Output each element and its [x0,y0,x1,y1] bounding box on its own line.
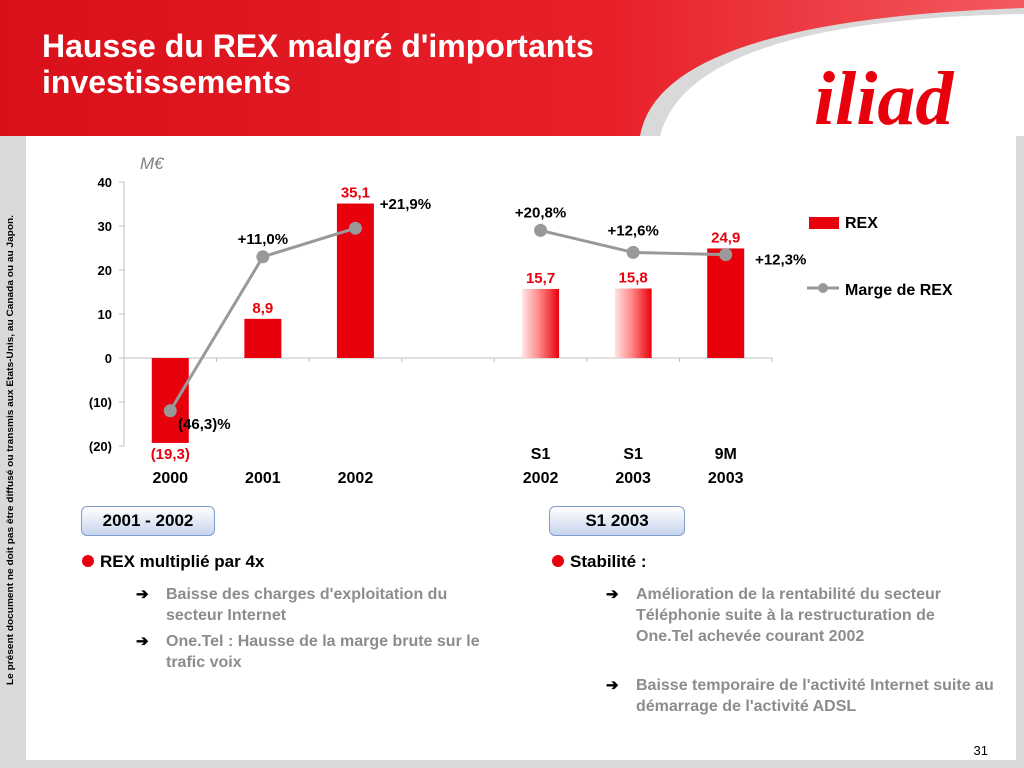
period-box-2001-2002: 2001 - 2002 [81,506,215,536]
legal-note-text: Le présent document ne doit pas être dif… [5,215,15,685]
bar-value-label: 15,8 [619,269,648,286]
marge-point-5 [626,245,640,259]
x-tick-label: 2003 [708,470,744,487]
legend-label-marge: Marge de REX [845,282,953,299]
y-tick-label: 30 [98,219,112,234]
page-number: 31 [973,743,988,758]
right-bullet-2: ➔ Baisse temporaire de l'activité Intern… [606,675,1006,717]
marge-value-label: +21,9% [380,196,431,213]
legend-swatch-marge-dot [818,283,828,293]
bar-value-label: 35,1 [341,185,370,202]
marge-point-1 [256,250,270,264]
x-tick-label: 2002 [523,470,559,487]
right-bullet-1: ➔ Amélioration de la rentabilité du sect… [606,584,976,647]
y-tick-label: (20) [89,439,112,454]
left-bullet-1-text: Baisse des charges d'exploitation du sec… [166,586,448,624]
slide-title: Hausse du REX malgré d'importants invest… [42,28,682,100]
logo-wordmark: iliad [814,57,954,141]
arrow-right-icon: ➔ [606,586,619,603]
marge-point-0 [163,404,177,418]
title-line-1: Hausse du REX malgré d'importants [42,28,594,64]
y-tick-label: 20 [98,263,112,278]
x-tick-label: 9M [715,446,737,463]
left-bullet-2-text: One.Tel : Hausse de la marge brute sur l… [166,633,480,671]
marge-value-label: (46,3)% [178,416,231,433]
marge-value-label: +11,0% [238,231,288,248]
rex-chart: M€ 40 30 20 10 0 (10) (20) (19,3) 8,9 35,1 15,7 15… [89,154,953,487]
bar-rex-1 [244,318,282,358]
x-tick-label: S1 [531,446,551,463]
bar-rex-4 [522,288,560,358]
y-tick-label: (10) [89,395,112,410]
bar-value-label: (19,3) [151,446,190,463]
bullet-dot-icon [82,555,94,567]
bar-rex-5 [614,288,652,358]
marge-point-4 [534,223,548,237]
bar-value-label: 15,7 [526,270,555,287]
arrow-right-icon: ➔ [136,586,149,603]
y-tick-label: 10 [98,307,112,322]
marge-value-label: +20,8% [515,204,566,221]
x-tick-label: 2002 [338,470,374,487]
legal-note: Le présent document ne doit pas être dif… [5,215,15,685]
iliad-logo: iliad [814,57,954,141]
bar-value-label: 24,9 [711,229,740,246]
bar-value-label: 8,9 [252,300,273,317]
right-heading: Stabilité : [552,552,647,572]
marge-value-label: +12,6% [607,222,658,239]
right-bullet-2-text: Baisse temporaire de l'activité Internet… [636,677,994,715]
y-tick-label: 0 [105,351,112,366]
right-heading-text: Stabilité : [570,552,647,571]
period-box-s1-2003: S1 2003 [549,506,685,536]
left-bullet-1: ➔ Baisse des charges d'exploitation du s… [136,584,506,626]
legend-swatch-rex [809,217,839,229]
bar-rex-0 [151,358,189,443]
y-tick-label: 40 [98,175,112,190]
unit-label: M€ [140,154,165,173]
marge-value-label: +12,3% [755,252,806,269]
marge-point-6 [719,248,733,262]
title-line-2: investissements [42,64,292,100]
arrow-right-icon: ➔ [606,677,619,694]
x-tick-label: 2003 [615,470,651,487]
x-tick-label: 2001 [245,470,281,487]
x-tick-label: S1 [623,446,643,463]
marge-point-2 [348,221,362,235]
left-heading-text: REX multiplié par 4x [100,552,265,571]
right-bullet-1-text: Amélioration de la rentabilité du secteu… [636,586,941,645]
bullet-dot-icon [552,555,564,567]
bar-rex-6 [707,248,745,358]
legend-label-rex: REX [845,215,878,232]
arrow-right-icon: ➔ [136,633,149,650]
x-tick-label: 2000 [152,470,188,487]
chart-legend: REX Marge de REX [807,215,953,299]
left-heading: REX multiplié par 4x [82,552,264,572]
left-bullet-2: ➔ One.Tel : Hausse de la marge brute sur… [136,631,506,673]
